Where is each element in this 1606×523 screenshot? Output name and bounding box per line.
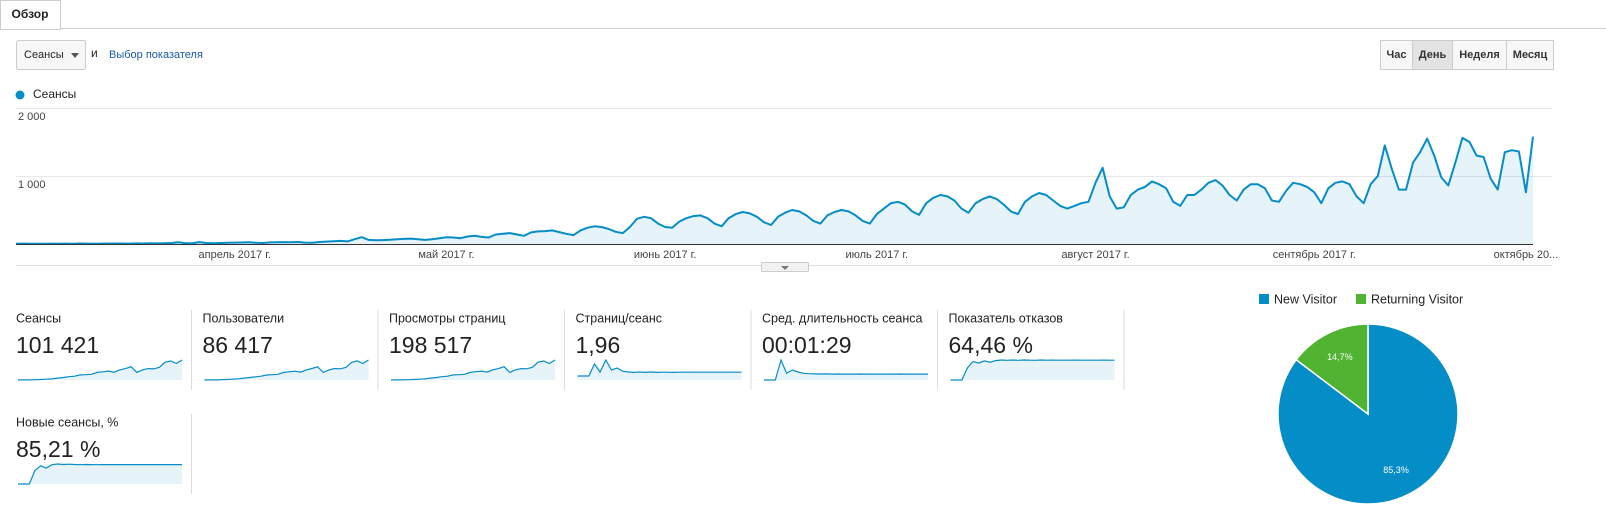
x-tick-label: июнь 2017 г. <box>634 249 697 261</box>
metric-value: 101 421 <box>16 332 99 358</box>
x-tick-label: июль 2017 г. <box>845 249 908 261</box>
metric-label: Страниц/сеанс <box>576 311 662 325</box>
sparkline-area <box>577 360 742 380</box>
slice-label: 14,7% <box>1327 352 1353 362</box>
y-tick-label: 1 000 <box>18 179 46 191</box>
metric-select[interactable] <box>16 40 86 70</box>
period-label[interactable]: День <box>1419 49 1447 61</box>
x-tick-label: май 2017 г. <box>418 249 474 261</box>
sparkline-area <box>204 360 369 380</box>
pie-chart: New Visitor Returning Visitor 85,3% 14,7% <box>1259 292 1463 505</box>
sparkline <box>764 358 928 381</box>
metric-value: 00:01:29 <box>762 332 852 358</box>
metric-value: 86 417 <box>203 332 273 358</box>
legend-label: Сеансы <box>33 87 76 101</box>
dropdown-arrow <box>71 53 79 58</box>
legend-swatch <box>1355 294 1366 304</box>
legend-label: New Visitor <box>1274 292 1337 306</box>
metric-label: Показатель отказов <box>949 311 1064 325</box>
metric-picker-link[interactable]: Выбор показателя <box>109 49 203 61</box>
period-button[interactable] <box>1506 40 1554 70</box>
sparkline <box>950 359 1115 381</box>
metric-value: 1,96 <box>576 332 621 358</box>
metric-select-label[interactable]: Сеансы <box>24 49 64 61</box>
sparkline <box>577 358 742 377</box>
handle-arrow <box>781 266 789 270</box>
slice-label: 85,3% <box>1383 465 1409 475</box>
metric-label: Сеансы <box>16 311 61 325</box>
period-button[interactable] <box>1452 40 1507 70</box>
tab-label[interactable]: Обзор <box>12 7 49 21</box>
sparkline-area <box>18 464 182 484</box>
x-tick-label: апрель 2017 г. <box>199 249 271 261</box>
sparkline-area <box>391 360 555 380</box>
line <box>15 136 1534 245</box>
x-tick-label: октябрь 20... <box>1494 249 1559 261</box>
metric-value: 85,21 % <box>16 436 100 462</box>
x-tick-label: сентябрь 2017 г. <box>1273 249 1356 261</box>
sparkline <box>18 463 182 485</box>
metric-tiles: Сеансы 101 421 Пользователи 86 417 Просмотры… <box>16 310 1125 494</box>
legend-swatch <box>1259 294 1269 304</box>
sparkline <box>18 359 183 381</box>
period-label[interactable]: Час <box>1387 49 1407 61</box>
conjunction: и <box>91 46 98 60</box>
sparkline <box>204 359 369 381</box>
metric-label: Новые сеансы, % <box>16 415 118 429</box>
sparkline <box>391 359 556 381</box>
metric-label: Просмотры страниц <box>389 311 505 325</box>
x-tick-label: август 2017 г. <box>1061 249 1129 261</box>
area <box>16 136 1533 244</box>
tab[interactable] <box>0 0 61 30</box>
y-tick-label: 2 000 <box>18 111 46 123</box>
sparkline-area <box>764 360 928 380</box>
period-label[interactable]: Неделя <box>1459 49 1500 61</box>
period-buttons: Час День Неделя Месяц <box>1380 40 1554 70</box>
metric-value: 64,46 % <box>949 332 1033 358</box>
pie-slice[interactable] <box>1295 323 1369 416</box>
sparkline-area <box>18 360 182 380</box>
metric-label: Пользователи <box>203 311 285 325</box>
metric-label: Сред. длительность сеанса <box>762 311 923 325</box>
line-chart: 1 000 2 000 апрель 2017 г. май 2017 г. июнь … <box>15 108 1559 261</box>
period-label[interactable]: Месяц <box>1513 49 1548 61</box>
metric-value: 198 517 <box>389 332 472 358</box>
legend-dot <box>15 90 25 100</box>
legend-label: Returning Visitor <box>1371 292 1463 306</box>
sparkline-area <box>950 360 1115 380</box>
